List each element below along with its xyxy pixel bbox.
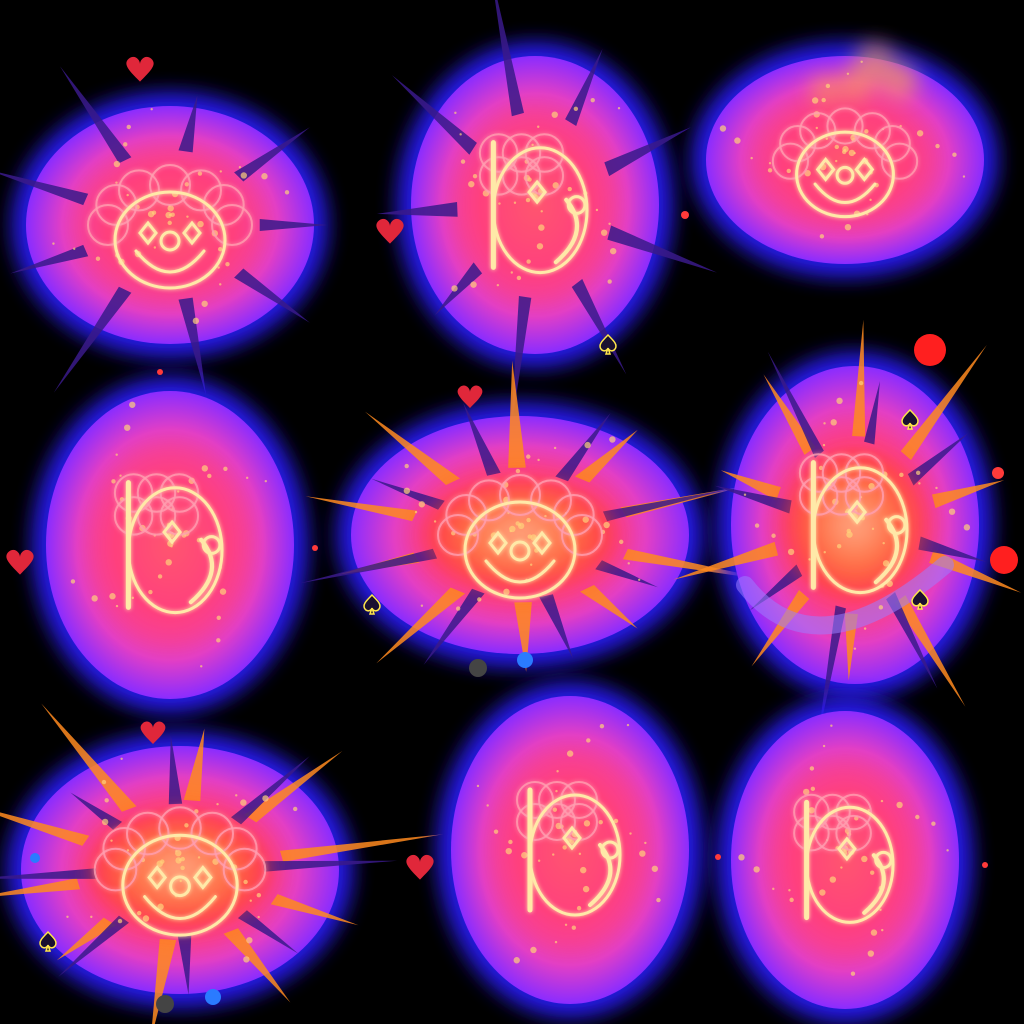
- sparkle-dot: [992, 467, 1004, 479]
- sparkle-particles: [451, 97, 621, 292]
- clown-face-outline: [516, 781, 622, 917]
- sparkle-dot: [157, 369, 163, 375]
- heart-icon: [140, 721, 166, 744]
- effect-frame-1: [0, 66, 328, 396]
- spade-icon: [599, 333, 617, 355]
- clown-face-outline: [798, 453, 909, 595]
- sparkle-dot: [156, 995, 174, 1013]
- sparkle-dot: [30, 853, 40, 863]
- sparkle-dot: [312, 545, 318, 551]
- orb-core: [754, 92, 936, 228]
- effect-frame-7: [0, 703, 444, 1024]
- fire-flash: [423, 478, 617, 592]
- clown-face-outline: [771, 107, 919, 219]
- effect-frame-2: [377, 0, 718, 431]
- sparkle-dot: [205, 989, 221, 1005]
- sparkle-dot: [982, 862, 988, 868]
- clown-face-outline: [113, 473, 224, 615]
- burst-spikes: [673, 319, 1022, 707]
- spade-icon: [911, 588, 929, 610]
- clown-face-outline: [437, 474, 603, 600]
- orb-core: [492, 749, 648, 951]
- effect-frame-4: [32, 377, 308, 713]
- spade-icon: [363, 593, 381, 615]
- fire-flash: [89, 811, 271, 929]
- clown-face-outline: [93, 806, 267, 937]
- sparkle-dot: [517, 652, 533, 668]
- spade-icon: [39, 930, 57, 952]
- swirl-trail: [736, 556, 954, 635]
- heart-icon: [6, 549, 34, 575]
- orb-core: [770, 763, 920, 957]
- effect-frame-8: [437, 682, 703, 1018]
- sparkle-dot: [681, 211, 689, 219]
- sparkle-particles: [66, 757, 298, 963]
- spade-icon: [901, 408, 919, 430]
- sparkle-dot: [469, 659, 487, 677]
- burst-spikes: [0, 66, 328, 396]
- sparkle-dot: [715, 854, 721, 860]
- sparkle-dot: [990, 546, 1018, 574]
- heart-icon: [126, 56, 154, 82]
- burst-spikes: [0, 703, 444, 1024]
- heart-icon: [406, 854, 434, 880]
- effect-frame-9: [717, 697, 973, 1023]
- particles-layer: [6, 56, 1018, 1013]
- burst-spikes: [0, 735, 398, 996]
- heart-icon: [376, 218, 404, 244]
- heart-icon: [457, 385, 483, 408]
- clown-face-outline: [793, 793, 895, 924]
- sparkle-dot: [914, 334, 946, 366]
- clown-face-outline: [478, 133, 589, 275]
- clown-face-outline: [87, 164, 253, 290]
- effect-frame-3: [692, 42, 998, 278]
- effect-frame-6: [673, 319, 1022, 738]
- sparkle-particles: [476, 723, 661, 964]
- burst-spikes: [299, 402, 729, 665]
- smoke-puffs: [811, 43, 918, 104]
- effect-frame-5: [299, 360, 779, 672]
